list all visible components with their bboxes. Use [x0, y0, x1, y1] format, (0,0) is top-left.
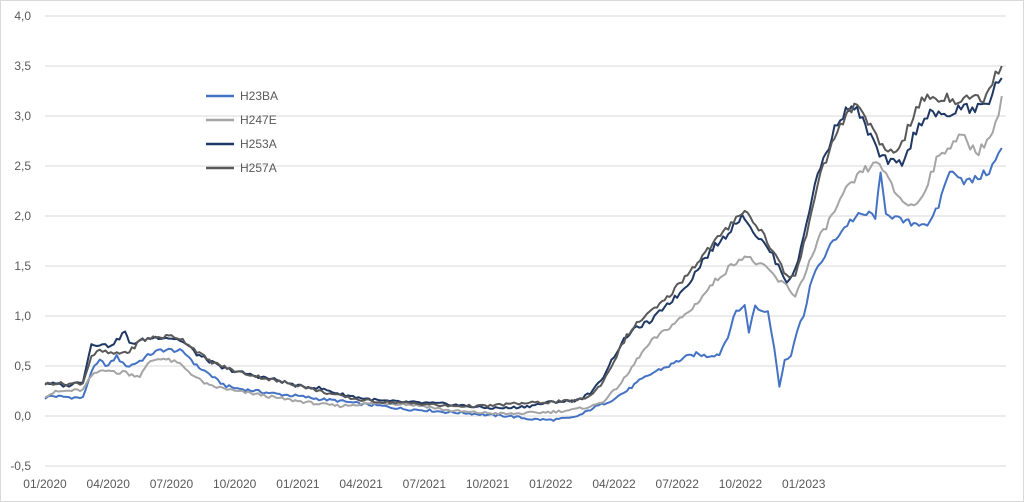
- x-tick-label: 04/2021: [339, 477, 383, 491]
- x-tick-label: 10/2020: [213, 477, 257, 491]
- y-tick-label: 4,0: [14, 9, 31, 23]
- y-tick-label: 1,5: [14, 259, 31, 273]
- gridlines: [45, 15, 1006, 467]
- x-tick-label: 07/2020: [150, 477, 194, 491]
- series-lines: [44, 65, 1003, 422]
- legend-label: H247E: [240, 113, 277, 127]
- x-tick-label: 04/2020: [87, 477, 131, 491]
- y-tick-label: -0,5: [10, 459, 31, 473]
- x-tick-label: 01/2021: [276, 477, 320, 491]
- x-tick-label: 07/2022: [656, 477, 700, 491]
- y-tick-label: 0,0: [14, 409, 31, 423]
- y-tick-label: 2,5: [14, 159, 31, 173]
- y-tick-label: 3,5: [14, 59, 31, 73]
- x-tick-label: 10/2021: [466, 477, 510, 491]
- series-line-h247e: [44, 95, 1003, 416]
- x-tick-label: 10/2022: [719, 477, 763, 491]
- x-axis-ticks: 01/2020 04/2020 07/2020 10/2020 01/2021 04/20…: [23, 477, 825, 491]
- series-line-h257a: [44, 65, 1003, 409]
- legend-label: H253A: [240, 137, 277, 151]
- x-tick-label: 04/2022: [592, 477, 636, 491]
- y-axis-ticks: 4,0 3,5 3,0 2,5 2,0 1,5 1,0 0,5 0,0 -0,5: [10, 9, 31, 473]
- x-tick-label: 01/2020: [23, 477, 67, 491]
- y-tick-label: 1,0: [14, 309, 31, 323]
- x-tick-label: 01/2022: [529, 477, 573, 491]
- series-line-h23ba: [44, 147, 1003, 422]
- legend: H23BA H247E H253A H257A: [206, 89, 278, 175]
- legend-label: H23BA: [240, 89, 278, 103]
- y-tick-label: 3,0: [14, 109, 31, 123]
- legend-label: H257A: [240, 161, 277, 175]
- x-tick-label: 07/2021: [403, 477, 447, 491]
- y-tick-label: 0,5: [14, 359, 31, 373]
- x-tick-label: 01/2023: [782, 477, 826, 491]
- y-tick-label: 2,0: [14, 209, 31, 223]
